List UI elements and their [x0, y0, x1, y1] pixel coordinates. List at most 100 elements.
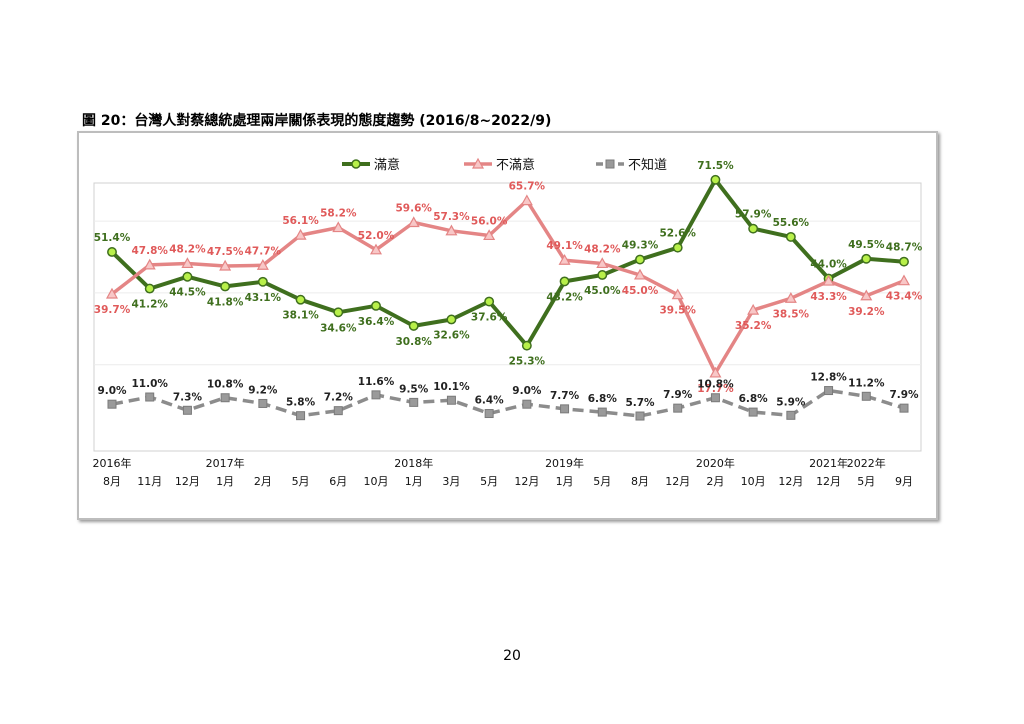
x-tick-month: 12月 [175, 475, 200, 488]
data-label: 44.5% [169, 287, 206, 299]
data-label: 5.7% [625, 397, 655, 409]
marker-satisfied [220, 281, 231, 292]
data-label: 71.5% [697, 160, 734, 172]
data-label: 43.3% [810, 291, 847, 303]
data-label: 55.6% [773, 217, 810, 229]
x-tick-month: 12月 [514, 475, 539, 488]
marker-dissatisfied [369, 243, 383, 255]
data-label: 5.8% [286, 397, 316, 409]
marker-dissatisfied [897, 274, 911, 286]
data-label: 34.6% [320, 322, 357, 334]
marker-dissatisfied [181, 257, 194, 269]
x-tick-month: 2月 [254, 475, 272, 488]
data-label: 10.8% [207, 379, 244, 391]
legend-marker [351, 159, 361, 169]
legend-label: 滿意 [374, 157, 400, 173]
legend-marker [471, 157, 485, 169]
data-label: 35.2% [735, 320, 772, 332]
marker-unknown [748, 407, 758, 417]
x-tick-year: 2022年 [847, 456, 886, 470]
data-label: 48.7% [886, 242, 923, 254]
marker-satisfied [371, 300, 381, 311]
marker-dissatisfied [520, 194, 533, 206]
data-label: 52.0% [358, 230, 395, 242]
data-label: 48.2% [584, 243, 621, 255]
data-label: 41.2% [131, 299, 168, 311]
x-tick-month: 8月 [631, 475, 649, 488]
marker-satisfied [107, 247, 117, 257]
marker-dissatisfied [407, 216, 420, 228]
data-label: 57.3% [433, 211, 470, 223]
data-label: 59.6% [395, 203, 432, 215]
data-label: 47.5% [207, 246, 244, 258]
legend-marker [605, 159, 615, 169]
marker-satisfied [559, 276, 570, 287]
data-label: 57.9% [735, 209, 772, 221]
x-tick-year: 2020年 [696, 456, 735, 470]
marker-unknown [145, 392, 155, 402]
marker-dissatisfied [747, 303, 760, 315]
marker-dissatisfied [709, 366, 722, 378]
series-line-1 [110, 198, 905, 375]
x-tick-month: 1月 [556, 475, 574, 488]
data-label: 51.4% [94, 232, 131, 244]
data-label: 6.8% [739, 393, 769, 405]
x-tick-month: 5月 [593, 475, 611, 488]
marker-unknown [258, 398, 268, 408]
marker-satisfied [408, 320, 419, 331]
data-label: 9.0% [97, 385, 127, 397]
data-label: 7.9% [663, 389, 693, 401]
marker-unknown [107, 399, 117, 409]
figure-title: 圖 20：台灣人對蔡總統處理兩岸關係表現的態度趨勢 (2016/8~2022/9… [82, 113, 552, 129]
x-tick-month: 10月 [741, 475, 766, 488]
x-tick-month: 11月 [137, 475, 162, 488]
data-label: 43.4% [886, 291, 923, 303]
marker-dissatisfied [256, 259, 269, 270]
marker-satisfied [521, 340, 532, 351]
data-label: 12.8% [810, 372, 847, 384]
marker-dissatisfied [143, 258, 156, 270]
data-label: 52.6% [659, 228, 696, 240]
marker-unknown [409, 397, 419, 407]
data-label: 49.1% [546, 240, 583, 252]
marker-satisfied [899, 256, 909, 267]
marker-satisfied [484, 296, 495, 307]
marker-unknown [371, 390, 381, 400]
data-label: 36.4% [358, 316, 395, 328]
legend-label: 不滿意 [496, 157, 535, 173]
marker-satisfied [785, 231, 796, 242]
data-label: 10.8% [697, 379, 734, 391]
chart-frame: 51.4% 41.2% 44.5% 41.8% 43.1% 38.1% 34.6% 36.4%… [77, 131, 938, 520]
x-tick-month: 10月 [364, 475, 389, 488]
data-label: 7.3% [173, 391, 203, 403]
data-label: 6.8% [588, 393, 618, 405]
marker-unknown [333, 406, 343, 416]
marker-unknown [597, 407, 607, 417]
x-tick-month: 1月 [405, 475, 423, 488]
data-label: 32.6% [433, 329, 470, 341]
data-label: 38.1% [282, 310, 319, 322]
marker-satisfied [295, 294, 306, 305]
x-tick-month: 12月 [816, 475, 841, 488]
legend-label: 不知道 [628, 157, 667, 173]
x-tick-year: 2016年 [93, 456, 132, 470]
data-label: 9.0% [512, 385, 542, 397]
x-tick-month: 9月 [895, 475, 913, 488]
series-line-2 [111, 388, 905, 418]
marker-satisfied [257, 276, 268, 287]
marker-dissatisfied [596, 257, 609, 269]
marker-satisfied [446, 314, 457, 325]
marker-dissatisfied [671, 288, 684, 300]
marker-satisfied [710, 174, 721, 185]
x-tick-year: 2021年 [809, 456, 848, 470]
marker-satisfied [597, 270, 608, 280]
marker-dissatisfied [633, 268, 647, 280]
x-tick-month: 8月 [103, 475, 121, 488]
x-tick-month: 5月 [292, 475, 310, 488]
data-label: 17.7% [697, 383, 734, 395]
marker-unknown [484, 409, 494, 419]
marker-unknown [182, 405, 192, 415]
data-label: 11.6% [358, 376, 395, 388]
data-label: 45.0% [584, 285, 621, 297]
data-label: 7.9% [889, 389, 919, 401]
